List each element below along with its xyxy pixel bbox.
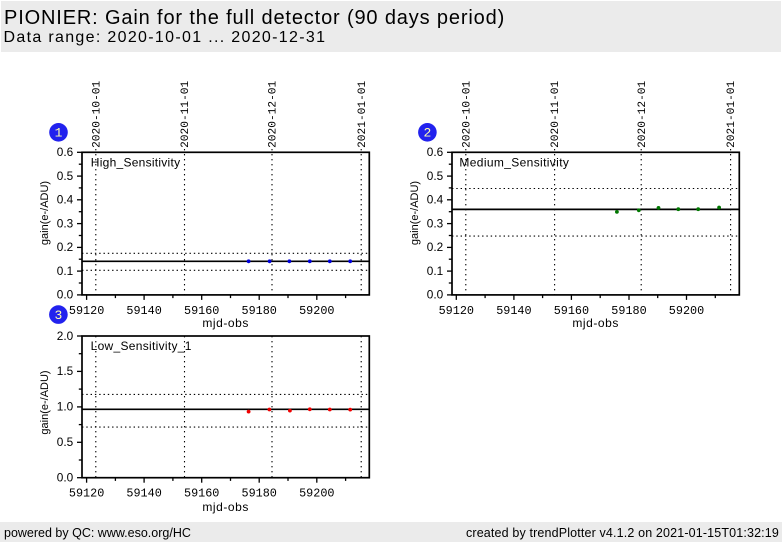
svg-text:0.4: 0.4 [427, 193, 444, 207]
svg-text:gain(e-/ADU): gain(e-/ADU) [409, 181, 421, 245]
svg-text:59120: 59120 [439, 304, 474, 318]
svg-text:2.0: 2.0 [57, 329, 74, 343]
svg-text:1.0: 1.0 [57, 400, 74, 414]
svg-text:59140: 59140 [126, 304, 161, 318]
svg-text:59160: 59160 [554, 304, 589, 318]
svg-text:0.4: 0.4 [57, 193, 74, 207]
svg-text:59160: 59160 [184, 486, 219, 500]
svg-text:0.0: 0.0 [57, 471, 74, 485]
svg-text:Low_Sensitivity_1: Low_Sensitivity_1 [91, 339, 192, 353]
svg-text:59140: 59140 [126, 486, 161, 500]
svg-text:0.6: 0.6 [427, 145, 444, 159]
svg-text:2: 2 [423, 126, 431, 141]
svg-text:2021-01-01: 2021-01-01 [357, 80, 369, 147]
svg-text:0.1: 0.1 [57, 264, 73, 278]
svg-text:59180: 59180 [241, 304, 276, 318]
svg-text:2020-12-01: 2020-12-01 [637, 80, 649, 147]
svg-text:1: 1 [55, 126, 63, 141]
svg-text:2020-12-01: 2020-12-01 [268, 80, 280, 147]
svg-text:0.2: 0.2 [57, 240, 73, 254]
svg-text:2020-11-01: 2020-11-01 [550, 80, 562, 147]
svg-text:2021-01-01: 2021-01-01 [726, 80, 738, 147]
svg-text:0.3: 0.3 [427, 216, 444, 230]
svg-text:gain(e-/ADU): gain(e-/ADU) [39, 370, 51, 434]
svg-text:59200: 59200 [669, 304, 704, 318]
svg-text:Medium_Sensitivity: Medium_Sensitivity [459, 155, 569, 169]
svg-text:59180: 59180 [611, 304, 646, 318]
svg-text:0.3: 0.3 [57, 216, 74, 230]
svg-text:2020-10-01: 2020-10-01 [461, 80, 473, 147]
svg-text:High_Sensitivity: High_Sensitivity [91, 155, 181, 169]
svg-text:0.5: 0.5 [57, 435, 74, 449]
svg-text:mjd-obs: mjd-obs [202, 316, 249, 330]
svg-text:59200: 59200 [299, 486, 334, 500]
svg-text:0.5: 0.5 [57, 169, 74, 183]
svg-text:59140: 59140 [496, 304, 531, 318]
svg-text:3: 3 [54, 308, 62, 323]
svg-text:2020-10-01: 2020-10-01 [91, 80, 103, 147]
svg-text:0.2: 0.2 [427, 240, 443, 254]
svg-text:gain(e-/ADU): gain(e-/ADU) [39, 181, 51, 245]
svg-text:0.1: 0.1 [427, 264, 443, 278]
svg-text:mjd-obs: mjd-obs [202, 500, 249, 514]
svg-text:0.0: 0.0 [427, 288, 444, 302]
svg-text:mjd-obs: mjd-obs [572, 316, 619, 330]
svg-text:59200: 59200 [299, 304, 334, 318]
svg-text:59120: 59120 [69, 304, 104, 318]
svg-text:59160: 59160 [184, 304, 219, 318]
svg-text:0.0: 0.0 [57, 288, 74, 302]
svg-text:1.5: 1.5 [57, 364, 74, 378]
svg-text:59180: 59180 [241, 486, 276, 500]
svg-text:0.5: 0.5 [427, 169, 444, 183]
svg-text:0.6: 0.6 [57, 145, 74, 159]
svg-text:59120: 59120 [69, 486, 104, 500]
svg-text:2020-11-01: 2020-11-01 [180, 80, 192, 147]
